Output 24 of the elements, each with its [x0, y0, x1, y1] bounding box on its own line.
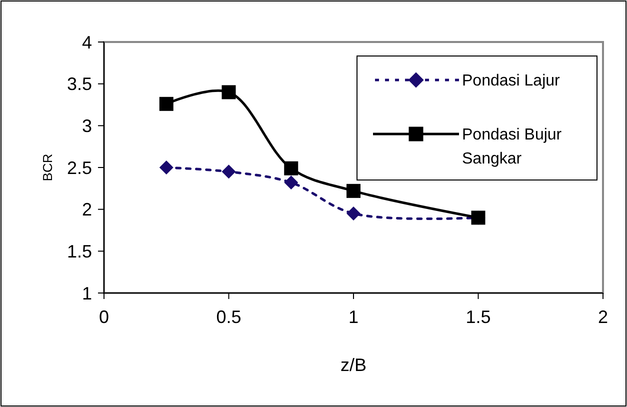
- x-tick-label: 1: [348, 307, 359, 327]
- y-tick-label: 4: [82, 32, 92, 52]
- y-tick-label: 3: [82, 116, 92, 136]
- point: [159, 160, 174, 174]
- y-tick-label: 3.5: [66, 74, 92, 94]
- legend-label: Pondasi Lajur: [462, 72, 561, 90]
- x-tick-label: 1.5: [466, 307, 491, 327]
- x-tick-label: 0.5: [216, 307, 242, 327]
- y-tick-label: 1.5: [66, 241, 92, 262]
- x-axis-title: z/B: [340, 355, 367, 375]
- point: [222, 164, 236, 179]
- y-tick-label: 1: [82, 283, 92, 304]
- point: [159, 96, 174, 111]
- point: [284, 176, 298, 190]
- y-tick-label: 2.5: [66, 158, 92, 178]
- point: [346, 206, 360, 221]
- point: [284, 161, 298, 176]
- point: [346, 184, 360, 198]
- text: Pondasi Bujur Sangkar: [462, 126, 562, 168]
- x-tick-label: 0: [98, 307, 110, 327]
- y-axis-title: BCR: [40, 154, 55, 182]
- y-tick-label: 2: [82, 200, 92, 220]
- x-tick-label: 2: [598, 307, 608, 327]
- point: [222, 85, 236, 100]
